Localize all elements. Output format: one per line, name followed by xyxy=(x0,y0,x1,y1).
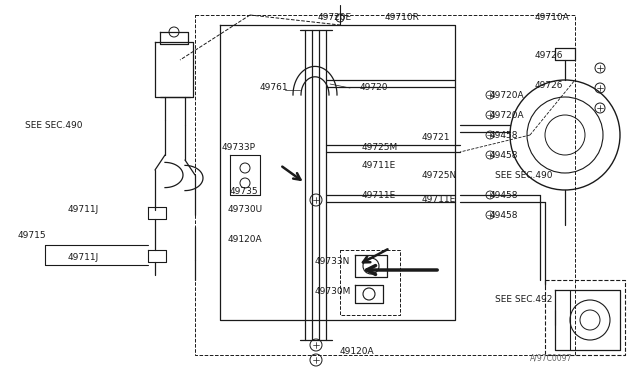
Text: SEE SEC.492: SEE SEC.492 xyxy=(495,295,552,305)
Text: 49720: 49720 xyxy=(360,83,388,93)
Text: 49458: 49458 xyxy=(490,131,518,140)
Text: 49458: 49458 xyxy=(490,190,518,199)
Text: 49715: 49715 xyxy=(18,231,47,240)
Text: 49711E: 49711E xyxy=(422,196,456,205)
Text: 49711J: 49711J xyxy=(68,205,99,215)
Text: 49733N: 49733N xyxy=(315,257,350,266)
Text: 49721: 49721 xyxy=(422,134,451,142)
Text: 49711J: 49711J xyxy=(68,253,99,263)
Text: 49730M: 49730M xyxy=(315,288,351,296)
Text: 49730U: 49730U xyxy=(228,205,263,215)
Text: 49726: 49726 xyxy=(535,80,563,90)
Text: 49733P: 49733P xyxy=(222,144,256,153)
Text: 49120A: 49120A xyxy=(340,347,374,356)
Text: 49735: 49735 xyxy=(230,187,259,196)
Text: SEE SEC.490: SEE SEC.490 xyxy=(25,121,83,129)
Text: 49725N: 49725N xyxy=(422,170,457,180)
Text: 49725M: 49725M xyxy=(362,144,398,153)
Text: 49720E: 49720E xyxy=(318,13,352,22)
Text: 49458: 49458 xyxy=(490,211,518,219)
Text: 49120A: 49120A xyxy=(228,235,262,244)
Text: 49711E: 49711E xyxy=(362,160,396,170)
Text: 49710R: 49710R xyxy=(385,13,420,22)
Text: 49720A: 49720A xyxy=(490,90,525,99)
Text: 49710A: 49710A xyxy=(535,13,570,22)
Text: 49726: 49726 xyxy=(535,51,563,60)
Text: SEE SEC.490: SEE SEC.490 xyxy=(495,170,552,180)
Text: 49720A: 49720A xyxy=(490,110,525,119)
Text: 49458: 49458 xyxy=(490,151,518,160)
Text: 49711E: 49711E xyxy=(362,190,396,199)
Text: 49761: 49761 xyxy=(260,83,289,93)
Text: A/97C0097: A/97C0097 xyxy=(530,353,572,362)
